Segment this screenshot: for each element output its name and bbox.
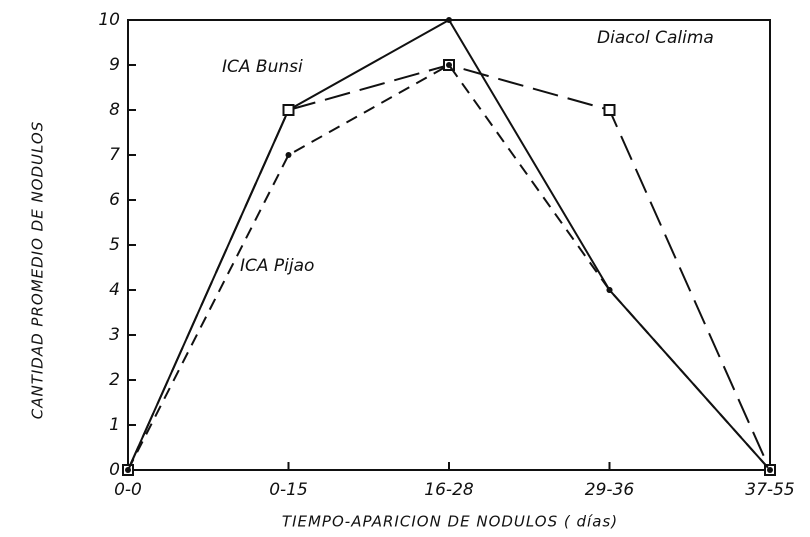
y-tick-label: 1 bbox=[109, 415, 120, 435]
point-marker bbox=[282, 104, 295, 116]
y-tick-label: 7 bbox=[109, 145, 120, 165]
y-axis-title: CANTIDAD PROMEDIO DE NODULOS bbox=[29, 121, 47, 420]
series-line bbox=[127, 18, 771, 471]
point-marker bbox=[603, 104, 616, 116]
y-tick-label: 4 bbox=[109, 280, 120, 300]
series-label: Diacol Calima bbox=[597, 28, 714, 48]
series-line bbox=[127, 63, 771, 471]
x-tick-label: 0-0 bbox=[114, 480, 142, 500]
y-tick-label: 5 bbox=[109, 235, 120, 255]
y-tick-label: 2 bbox=[109, 370, 120, 390]
series-label: ICA Bunsi bbox=[222, 57, 303, 77]
point-marker bbox=[285, 152, 292, 158]
x-tick-label: 37-55 bbox=[745, 480, 794, 500]
plot-frame bbox=[127, 19, 771, 471]
series-label: ICA Pijao bbox=[240, 256, 314, 276]
point-marker bbox=[446, 62, 452, 68]
y-tick-label: 0 bbox=[109, 460, 120, 480]
y-tick-label: 9 bbox=[109, 55, 120, 75]
x-tick-label: 0-15 bbox=[269, 480, 308, 500]
x-axis-title: TIEMPO-APARICION DE NODULOS ( días) bbox=[282, 513, 618, 531]
y-tick-label: 6 bbox=[109, 190, 120, 210]
series-line bbox=[127, 63, 771, 471]
y-tick-label: 8 bbox=[109, 100, 120, 120]
point-marker bbox=[125, 467, 131, 473]
y-tick-label: 10 bbox=[98, 10, 120, 30]
y-tick-label: 3 bbox=[109, 325, 120, 345]
point-marker bbox=[446, 17, 452, 23]
point-marker bbox=[606, 287, 613, 293]
point-marker bbox=[767, 467, 773, 473]
x-tick-label: 16-28 bbox=[424, 480, 474, 500]
x-tick-label: 29-36 bbox=[585, 480, 635, 500]
